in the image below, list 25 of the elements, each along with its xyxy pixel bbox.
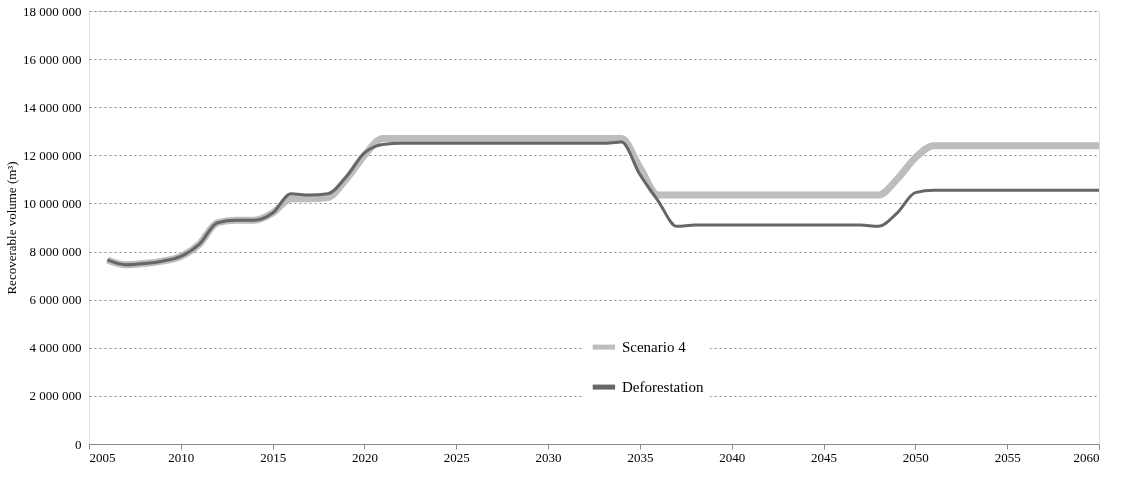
x-tick-label: 2020 bbox=[351, 449, 378, 465]
x-tick-label: 2055 bbox=[994, 449, 1021, 465]
legend-label: Scenario 4 bbox=[621, 339, 687, 356]
x-tick-label: 2045 bbox=[811, 449, 838, 465]
legend-label: Deforestation bbox=[621, 379, 705, 396]
y-tick-label: 12 000 000 bbox=[23, 147, 82, 163]
y-tick-label: 0 bbox=[75, 436, 82, 452]
y-axis-title: Recoverable volume (m³) bbox=[4, 161, 19, 295]
x-tick-label: 2035 bbox=[627, 449, 654, 465]
y-tick-label: 10 000 000 bbox=[23, 195, 82, 211]
y-tick-label: 8 000 000 bbox=[29, 244, 82, 260]
x-tick-label: 2005 bbox=[89, 449, 116, 465]
y-tick-label: 4 000 000 bbox=[29, 340, 82, 356]
x-tick-label: 2050 bbox=[902, 449, 929, 465]
x-tick-label: 2040 bbox=[719, 449, 746, 465]
y-tick-label: 14 000 000 bbox=[23, 99, 82, 115]
y-tick-label: 6 000 000 bbox=[29, 292, 82, 308]
x-tick-label: 2025 bbox=[443, 449, 470, 465]
x-tick-label: 2010 bbox=[168, 449, 195, 465]
y-tick-label: 18 000 000 bbox=[23, 3, 82, 19]
x-tick-label: 2030 bbox=[535, 449, 562, 465]
y-tick-label: 2 000 000 bbox=[29, 388, 82, 404]
y-tick-label: 16 000 000 bbox=[23, 51, 82, 67]
x-tick-label: 2060 bbox=[1073, 449, 1100, 465]
x-tick-label: 2015 bbox=[260, 449, 287, 465]
